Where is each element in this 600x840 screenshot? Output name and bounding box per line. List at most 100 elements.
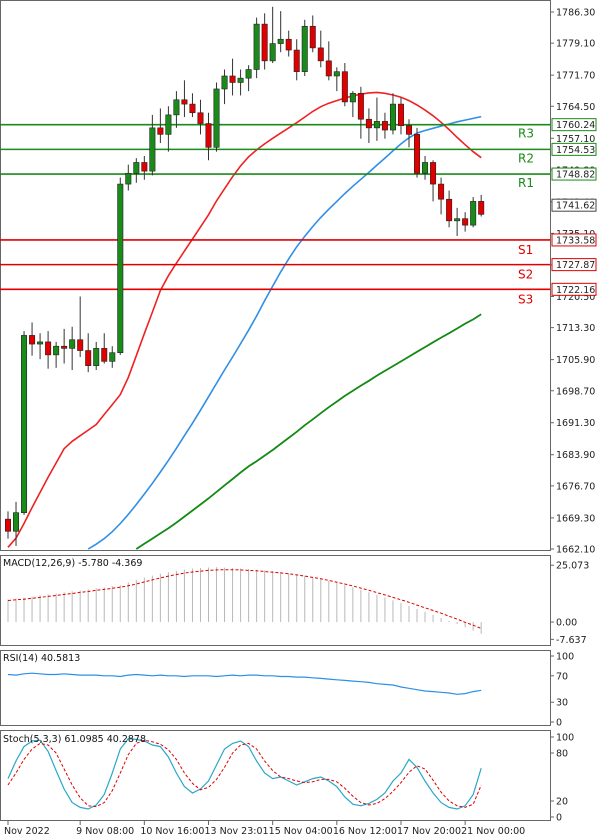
candle-body bbox=[349, 92, 356, 103]
candle-body bbox=[422, 162, 429, 174]
current-price-label: 1741.62 bbox=[556, 201, 595, 212]
macd-ytick-label: -7.637 bbox=[556, 635, 587, 646]
candle-body bbox=[29, 335, 36, 345]
macd-ytick-label: 25.073 bbox=[556, 561, 589, 572]
rsi-plot bbox=[7, 672, 482, 695]
rsi-ytick-label: 30 bbox=[556, 698, 568, 709]
candle-body bbox=[405, 125, 412, 135]
stoch-ytick-label: 20 bbox=[556, 797, 568, 808]
stoch-ytick-label: 100 bbox=[556, 733, 574, 744]
level-price-box bbox=[551, 282, 597, 296]
candle-body bbox=[430, 162, 437, 185]
xtick-label: 13 Nov 23:01 bbox=[205, 826, 269, 837]
candle-body bbox=[69, 339, 76, 349]
price-ytick-label: 1720.50 bbox=[556, 292, 595, 303]
stoch-plot bbox=[7, 737, 482, 810]
price-ytick-label: 1683.90 bbox=[556, 450, 595, 461]
xtick-label: 15 Nov 04:00 bbox=[269, 826, 333, 837]
level-price-box bbox=[551, 258, 597, 272]
candle-body bbox=[414, 134, 421, 174]
candle-body bbox=[61, 345, 68, 349]
candle-body bbox=[149, 127, 156, 172]
level-price-box bbox=[551, 167, 597, 181]
xtick-label: 17 Nov 20:00 bbox=[397, 826, 461, 837]
candle-body bbox=[389, 103, 396, 131]
candle-body bbox=[478, 201, 485, 215]
ma-red-line bbox=[7, 91, 482, 548]
price-ytick-label: 1779.10 bbox=[556, 39, 595, 50]
macd-plot bbox=[7, 567, 482, 634]
price-ytick-label: 1764.50 bbox=[556, 102, 595, 113]
price-ytick-label: 1713.30 bbox=[556, 323, 595, 334]
candle-body bbox=[45, 341, 52, 356]
candle-body bbox=[301, 25, 308, 72]
candle-body bbox=[21, 335, 28, 513]
candle-body bbox=[454, 218, 461, 222]
price-plot: R3 R2 R1 S1 S2 S3 bbox=[0, 6, 550, 550]
price-ytick-label: 1757.10 bbox=[556, 134, 595, 145]
level-price-box bbox=[551, 233, 597, 247]
candle-body bbox=[269, 43, 276, 62]
xtick-label: 21 Nov 00:00 bbox=[461, 826, 525, 837]
candle-body bbox=[309, 25, 316, 49]
stoch-ytick-label: 80 bbox=[556, 749, 568, 760]
level-name-r1: R1 bbox=[518, 176, 534, 190]
level-price-label: 1748.82 bbox=[556, 170, 595, 181]
candle-body bbox=[101, 348, 108, 362]
candle-body bbox=[397, 103, 404, 127]
candle-body bbox=[13, 512, 20, 532]
candle-body bbox=[446, 198, 453, 222]
candle-body bbox=[373, 121, 380, 129]
candle-body bbox=[77, 339, 84, 351]
macd-signal-line bbox=[7, 569, 482, 629]
candle-body bbox=[189, 103, 196, 114]
level-price-box bbox=[551, 118, 597, 132]
stoch-d-line bbox=[7, 739, 482, 808]
candle-body bbox=[93, 348, 100, 366]
rsi-line bbox=[7, 672, 482, 695]
rsi-ytick-label: 70 bbox=[556, 671, 568, 682]
level-name-s3: S3 bbox=[518, 292, 533, 306]
candle-body bbox=[109, 352, 116, 362]
level-price-label: 1760.24 bbox=[556, 120, 595, 131]
candle-body bbox=[357, 92, 364, 120]
candle-body bbox=[205, 123, 212, 148]
price-ytick-label: 1786.30 bbox=[556, 8, 595, 19]
candle-body bbox=[438, 183, 445, 200]
candle-body bbox=[53, 345, 60, 356]
level-price-label: 1754.53 bbox=[556, 145, 595, 156]
candle-body bbox=[5, 518, 12, 532]
xtick-label: 10 Nov 16:00 bbox=[140, 826, 204, 837]
candle-body bbox=[245, 69, 252, 79]
candle-body bbox=[181, 99, 188, 105]
candle-body bbox=[333, 71, 340, 77]
xtick-label: Nov 2022 bbox=[4, 826, 50, 837]
candle-body bbox=[253, 23, 260, 70]
rsi-ytick-label: 100 bbox=[556, 652, 574, 663]
candle-body bbox=[229, 75, 236, 83]
candle-body bbox=[117, 183, 124, 354]
candle-body bbox=[365, 118, 372, 129]
candle-body bbox=[157, 127, 164, 135]
price-ytick-label: 1691.30 bbox=[556, 418, 595, 429]
candle-body bbox=[285, 38, 292, 51]
candle-body bbox=[293, 49, 300, 72]
macd-ytick-label: 0.00 bbox=[556, 618, 577, 629]
candle-body bbox=[37, 341, 44, 345]
candle-body bbox=[133, 162, 140, 174]
candle-body bbox=[261, 23, 268, 62]
candle-body bbox=[317, 47, 324, 62]
candle-body bbox=[141, 162, 148, 172]
xtick-label: 9 Nov 08:00 bbox=[76, 826, 134, 837]
stoch-ytick-label: 0 bbox=[556, 813, 562, 824]
price-ytick-label: 1669.30 bbox=[556, 513, 595, 524]
rsi-label: RSI(14) 40.5813 bbox=[3, 653, 80, 664]
macd-panel-frame bbox=[0, 555, 551, 646]
candle-body bbox=[173, 99, 180, 116]
candle-body bbox=[213, 88, 220, 148]
price-ytick-label: 1705.90 bbox=[556, 355, 595, 366]
candle-body bbox=[381, 121, 388, 131]
candle-body bbox=[341, 71, 348, 103]
